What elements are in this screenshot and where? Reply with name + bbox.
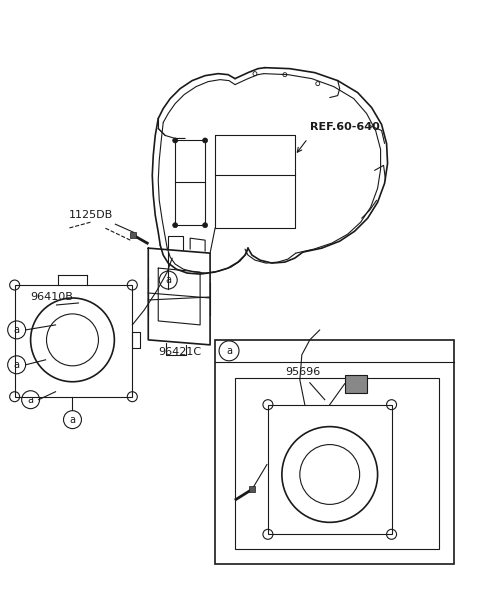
- Text: a: a: [13, 360, 20, 370]
- Text: a: a: [13, 325, 20, 335]
- Circle shape: [203, 223, 207, 228]
- Bar: [235, 378, 439, 549]
- Text: REF.60-640: REF.60-640: [310, 122, 380, 132]
- Text: a: a: [165, 275, 171, 285]
- Circle shape: [173, 223, 178, 228]
- Text: 96421C: 96421C: [158, 347, 202, 357]
- Text: 95696: 95696: [285, 367, 320, 377]
- Bar: [249, 486, 255, 492]
- Text: a: a: [70, 415, 75, 425]
- Bar: [268, 405, 392, 534]
- Bar: [130, 232, 136, 238]
- Text: 96410B: 96410B: [31, 292, 73, 302]
- Bar: [345, 375, 367, 392]
- Circle shape: [203, 138, 207, 143]
- Text: a: a: [28, 395, 34, 405]
- Circle shape: [173, 138, 178, 143]
- Text: a: a: [226, 346, 232, 356]
- Bar: [215, 340, 455, 564]
- Text: 1125DB: 1125DB: [69, 210, 113, 220]
